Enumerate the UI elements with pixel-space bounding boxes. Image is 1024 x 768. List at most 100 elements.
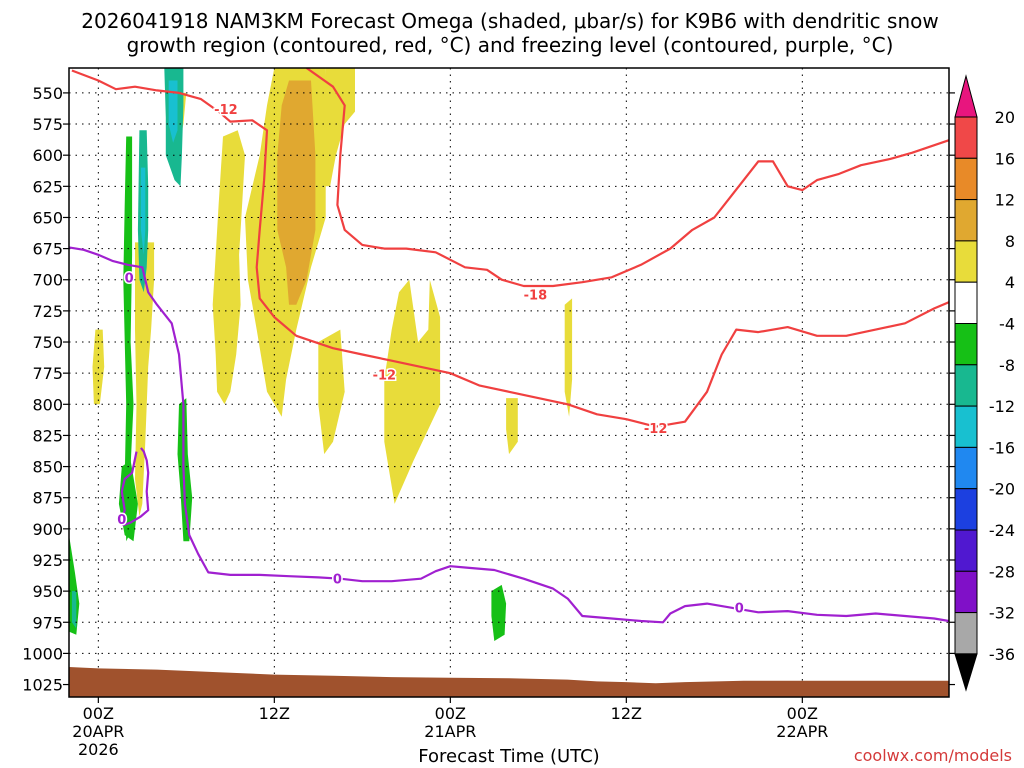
colorbar-tick-label: -8 — [999, 356, 1015, 375]
x-tick-label: 12Z — [259, 704, 290, 723]
colorbar-tick-label: -4 — [999, 315, 1015, 334]
colorbar-segment — [954, 323, 978, 366]
colorbar-tick-label: 4 — [1005, 273, 1015, 292]
red-contour-label: -12 — [644, 422, 668, 437]
colorbar-tick-label: -12 — [989, 397, 1015, 416]
colorbar-tick-label: 12 — [995, 191, 1015, 210]
omega-shading — [69, 68, 573, 641]
colorbar-segment — [954, 199, 978, 242]
y-tick-label: 750 — [32, 333, 63, 352]
y-tick-label: 800 — [32, 395, 63, 414]
y-tick-label: 1025 — [22, 676, 63, 695]
x-tick-date: 20APR — [72, 722, 124, 741]
omega-region-7 — [318, 329, 345, 455]
colorbar-tick-label: -24 — [989, 521, 1015, 540]
purple-contour-label: 0 — [125, 271, 134, 286]
red-contour-label: -18 — [524, 289, 548, 304]
red-contour-line-1 — [305, 68, 949, 288]
y-tick-label: 650 — [32, 208, 63, 227]
y-tick-label: 700 — [32, 271, 63, 290]
colorbar-segment — [954, 281, 978, 325]
colorbar-segment — [954, 157, 978, 201]
omega-region-9 — [506, 398, 518, 455]
colorbar-segment — [954, 488, 978, 531]
y-tick-label: 550 — [32, 84, 63, 103]
colorbar-segment — [954, 529, 978, 572]
colorbar-bottom-arrow — [954, 653, 978, 692]
omega-region-15 — [168, 80, 178, 143]
y-tick-label: 1000 — [22, 644, 63, 663]
x-axis-label: Forecast Time (UTC) — [418, 746, 599, 767]
y-tick-label: 825 — [32, 426, 63, 445]
y-tick-label: 575 — [32, 115, 63, 134]
source-credit: coolwx.com/models — [854, 746, 1012, 765]
terrain-fill — [69, 666, 949, 697]
terrain-ground — [69, 666, 949, 697]
colorbar-tick-label: -20 — [989, 480, 1015, 499]
colorbar-segment — [954, 364, 978, 407]
plot-frame — [68, 67, 950, 698]
colorbar: 20 16 12 8 4 -4 -8 -12 -16 -20 -24 -28 -32 -36 — [954, 74, 1015, 692]
colorbar-tick-label: 8 — [1005, 232, 1015, 251]
y-tick-label: 900 — [32, 520, 63, 539]
x-tick-date: 21APR — [424, 722, 476, 741]
colorbar-segment — [954, 240, 978, 283]
y-tick-label: 600 — [32, 146, 63, 165]
grid-lines — [69, 68, 949, 697]
x-tick-year: 2026 — [78, 740, 119, 759]
purple-contour-label: 0 — [117, 513, 126, 528]
x-tick-date: 22APR — [776, 722, 828, 741]
y-tick-label: 875 — [32, 489, 63, 508]
omega-region-20 — [491, 584, 507, 641]
omega-region-8 — [384, 279, 441, 504]
y-tick-label: 625 — [32, 177, 63, 196]
colorbar-top-arrow — [954, 74, 978, 118]
omega-region-3 — [212, 130, 245, 405]
omega-region-10 — [564, 298, 573, 417]
omega-region-1 — [277, 80, 316, 305]
colorbar-segment — [954, 116, 978, 159]
red-contour-label: -12 — [214, 103, 238, 118]
purple-contour-label: 0 — [333, 573, 342, 588]
y-tick-label: 975 — [32, 613, 63, 632]
red-contour-line-0 — [71, 69, 949, 428]
contours — [69, 68, 949, 624]
y-tick-label: 925 — [32, 551, 63, 570]
colorbar-tick-label: 16 — [995, 149, 1015, 168]
y-tick-label: 675 — [32, 240, 63, 259]
purple-contour-line-1 — [120, 447, 150, 527]
colorbar-tick-label: -32 — [989, 604, 1015, 623]
colorbar-segment — [954, 570, 978, 614]
omega-region-6 — [92, 329, 105, 405]
red-contour-label: -12 — [373, 368, 397, 383]
purple-contour-label: 0 — [735, 601, 744, 616]
x-tick-label: 00Z — [787, 704, 818, 723]
colorbar-segment — [954, 405, 978, 448]
colorbar-segment — [954, 446, 978, 490]
omega-region-18 — [71, 591, 77, 629]
y-tick-label: 775 — [32, 364, 63, 383]
plot-area: -12 -18 -12 -12 0 0 0 0 — [69, 68, 949, 697]
omega-region-2 — [322, 68, 355, 187]
chart-title-line2: growth region (contoured, red, °C) and f… — [127, 33, 894, 57]
omega-region-12 — [140, 167, 146, 255]
y-tick-label: 850 — [32, 458, 63, 477]
omega-region-16 — [177, 398, 193, 542]
y-tick-label: 950 — [32, 582, 63, 601]
contour-labels: -12 -18 -12 -12 0 0 0 0 — [116, 102, 746, 618]
colorbar-tick-label: -16 — [989, 438, 1015, 457]
y-tick-label: 725 — [32, 302, 63, 321]
x-tick-label: 12Z — [611, 704, 642, 723]
x-tick-label: 00Z — [435, 704, 466, 723]
colorbar-tick-label: -28 — [989, 562, 1015, 581]
colorbar-segment — [954, 612, 978, 655]
colorbar-tick-label: 20 — [995, 108, 1015, 127]
omega-region-13 — [123, 136, 134, 542]
chart-title-line1: 2026041918 NAM3KM Forecast Omega (shaded… — [81, 9, 938, 33]
omega-region-17 — [69, 534, 80, 635]
colorbar-tick-label: -36 — [989, 645, 1015, 664]
omega-region-5 — [135, 242, 155, 517]
purple-contour-line-0 — [69, 246, 949, 624]
